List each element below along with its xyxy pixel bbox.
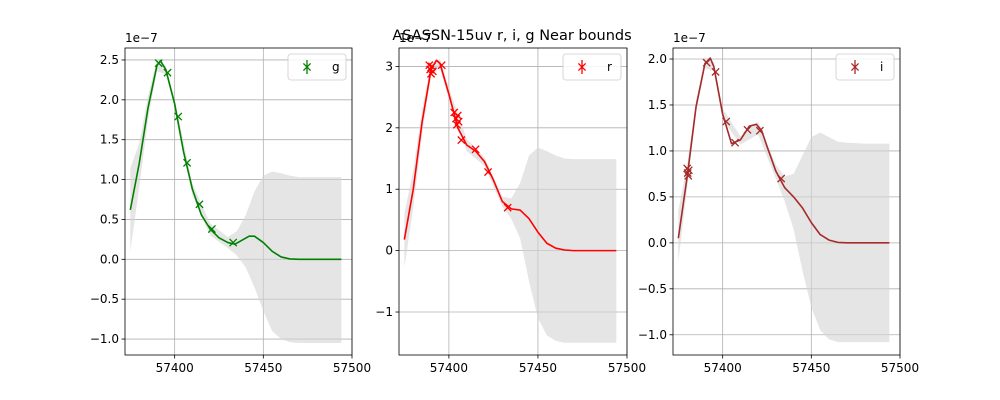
- panel-r-ytick-label-2: 1: [385, 182, 393, 196]
- panel-i-ytick-label-3: 0.5: [648, 190, 667, 204]
- panel-r-legend-box: [562, 53, 622, 81]
- panel-i-offset-label: 1e−7: [673, 31, 706, 45]
- panel-i-fit-line: [677, 57, 890, 244]
- panel-r-plot-area: [403, 59, 617, 343]
- panel-g-ytick-label-1: −0.5: [90, 292, 119, 306]
- panel-r-axes-frame: [398, 47, 628, 356]
- panel-g-legend: g: [287, 53, 347, 81]
- panel-i-legend-box: [835, 53, 895, 81]
- panel-i-ytick-label-0: −1.0: [638, 328, 667, 342]
- panel-r: 57400 57450 57500 −1 0 1 2 3 1e−7 r: [375, 31, 646, 375]
- panel-r-ytick-label-0: −1: [375, 305, 393, 319]
- panel-i-ytick-label-6: 2.0: [648, 52, 667, 66]
- panel-g-xtick-label-0: 57400: [156, 361, 194, 375]
- panel-r-xtick-label-0: 57400: [430, 361, 468, 375]
- figure-title: ASASSN-15uv r, i, g Near bounds: [392, 28, 631, 44]
- panel-r-legend-marker: [577, 60, 587, 74]
- panel-i-uncertainty-band: [678, 59, 890, 343]
- panel-r-observation-5: [437, 61, 446, 70]
- panel-g-legend-label: g: [332, 60, 340, 74]
- panel-i-observation-5: [711, 67, 720, 76]
- panel-r-legend-label: r: [607, 60, 612, 74]
- panel-g-observation-3: [183, 158, 192, 167]
- panel-i-observation-1: [683, 168, 692, 178]
- panel-r-observation-13: [484, 167, 493, 177]
- panel-i-ytick-label-4: 1.0: [648, 144, 667, 158]
- panel-i-ytick-label-1: −0.5: [638, 282, 667, 296]
- panel-r-ytick-label-3: 2: [385, 121, 393, 135]
- panel-g-uncertainty-band: [130, 59, 342, 344]
- panel-g-observation-6: [229, 238, 238, 247]
- panel-i-plot-area: [677, 57, 890, 343]
- panel-g-ytick-label-6: 2.0: [100, 93, 119, 107]
- panel-g-xtick-label-1: 57450: [244, 361, 282, 375]
- panel-r-xtick-label-2: 57500: [608, 361, 646, 375]
- panel-g-ytick-label-3: 0.5: [100, 212, 119, 226]
- panel-i-axes-frame: [672, 47, 901, 356]
- panel-g-ytick-label-4: 1.0: [100, 173, 119, 187]
- panel-i-legend-marker: [850, 60, 860, 74]
- panel-i-observation-10: [777, 174, 786, 183]
- panel-i-ytick-label-2: 0.0: [648, 236, 667, 250]
- panel-g-axes-frame: [124, 47, 353, 356]
- panel-g-offset-label: 1e−7: [125, 31, 158, 45]
- panel-g-observation-2: [174, 112, 183, 121]
- panel-r-observation-12: [471, 145, 480, 154]
- panel-r-observation-10: [454, 117, 463, 126]
- panel-i-observation-8: [743, 125, 752, 134]
- panel-i-observation-9: [755, 126, 764, 135]
- panel-r-observation-11: [457, 136, 466, 145]
- panel-r-uncertainty-band: [404, 59, 617, 343]
- panel-g-observation-5: [207, 224, 216, 234]
- panel-i-observation-3: [684, 166, 693, 175]
- panel-g-ytick-label-0: −1.0: [90, 332, 119, 346]
- panel-r-observation-14: [503, 203, 512, 212]
- panel-g-xtick-label-2: 57500: [333, 361, 371, 375]
- panel-g-legend-marker: [302, 60, 312, 74]
- panel-r-ytick-label-4: 3: [385, 59, 393, 73]
- panel-g-ytick-label-7: 2.5: [100, 53, 119, 67]
- panel-i-xtick-label-1: 57450: [792, 361, 830, 375]
- panel-i: 57400 57450 57500 −1.0 −0.5 0.0 0.5 1.0 1.5 2.0 1e…: [638, 31, 919, 375]
- panel-i-legend: i: [835, 53, 895, 81]
- panel-i-xtick-label-0: 57400: [704, 361, 742, 375]
- panel-i-xtick-label-2: 57500: [881, 361, 919, 375]
- panel-r-offset-label: 1e−7: [399, 31, 432, 45]
- panel-g-ytick-label-5: 1.5: [100, 133, 119, 147]
- panel-g-legend-box: [287, 53, 347, 81]
- panel-i-ytick-label-5: 1.5: [648, 98, 667, 112]
- panel-g-observation-1: [163, 68, 172, 77]
- panel-g: 57400 57450 57500 −1.0 −0.5 0.0 0.5 1.0 1.5 2.0 2.…: [90, 31, 371, 375]
- panel-g-plot-area: [129, 59, 342, 344]
- panel-g-ytick-label-2: 0.0: [100, 252, 119, 266]
- panel-g-observation-0: [154, 59, 163, 68]
- panel-r-xtick-label-1: 57450: [519, 361, 557, 375]
- panel-i-legend-label: i: [880, 60, 883, 74]
- panel-r-ytick-label-1: 0: [385, 244, 393, 258]
- panel-i-observation-7: [731, 138, 740, 147]
- panel-r-observation-4: [428, 67, 437, 76]
- panel-g-observation-4: [195, 200, 204, 209]
- panel-i-observation-6: [722, 117, 731, 126]
- panel-r-legend: r: [562, 53, 622, 81]
- panel-i-observation-4: [702, 58, 711, 67]
